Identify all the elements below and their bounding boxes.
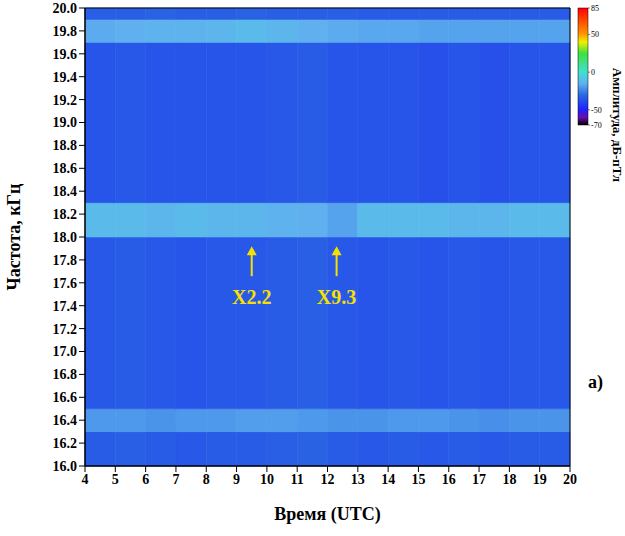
svg-text:15: 15: [411, 472, 425, 487]
svg-text:17.2: 17.2: [53, 322, 78, 337]
svg-text:17.0: 17.0: [53, 344, 78, 359]
svg-text:20.0: 20.0: [53, 1, 78, 16]
svg-text:7: 7: [172, 472, 179, 487]
svg-text:16.2: 16.2: [53, 436, 78, 451]
svg-text:Частота, кГц: Частота, кГц: [4, 183, 24, 290]
svg-text:10: 10: [260, 472, 274, 487]
svg-text:17.6: 17.6: [53, 276, 78, 291]
svg-text:13: 13: [351, 472, 365, 487]
svg-text:17: 17: [472, 472, 486, 487]
svg-text:18.0: 18.0: [53, 230, 78, 245]
svg-text:18.6: 18.6: [53, 161, 78, 176]
svg-text:Амплитуда, дБ-пТл: Амплитуда, дБ-пТл: [610, 68, 625, 182]
svg-text:8: 8: [203, 472, 210, 487]
svg-text:19.0: 19.0: [53, 115, 78, 130]
svg-text:a): a): [588, 372, 603, 393]
svg-text:12: 12: [321, 472, 335, 487]
svg-text:4: 4: [82, 472, 89, 487]
svg-text:Время (UTC): Время (UTC): [274, 504, 381, 525]
svg-text:16.6: 16.6: [53, 390, 78, 405]
svg-text:17.8: 17.8: [53, 253, 78, 268]
svg-text:18.2: 18.2: [53, 207, 78, 222]
svg-text:20: 20: [563, 472, 577, 487]
svg-text:19.6: 19.6: [53, 47, 78, 62]
svg-text:X2.2: X2.2: [232, 286, 271, 308]
svg-text:5: 5: [112, 472, 119, 487]
svg-text:9: 9: [233, 472, 240, 487]
svg-text:-70: -70: [591, 121, 602, 130]
svg-text:6: 6: [142, 472, 149, 487]
svg-text:X9.3: X9.3: [317, 286, 356, 308]
svg-text:19.2: 19.2: [53, 93, 78, 108]
svg-text:18.4: 18.4: [53, 184, 78, 199]
svg-text:0: 0: [591, 68, 595, 77]
svg-text:16: 16: [442, 472, 456, 487]
svg-text:19.4: 19.4: [53, 70, 78, 85]
svg-text:18.8: 18.8: [53, 138, 78, 153]
svg-text:18: 18: [502, 472, 516, 487]
svg-text:-50: -50: [591, 106, 602, 115]
svg-text:16.8: 16.8: [53, 367, 78, 382]
svg-text:19.8: 19.8: [53, 24, 78, 39]
svg-text:14: 14: [381, 472, 395, 487]
svg-text:19: 19: [533, 472, 547, 487]
svg-text:16.0: 16.0: [53, 459, 78, 474]
svg-text:85: 85: [591, 4, 599, 13]
svg-text:11: 11: [291, 472, 304, 487]
svg-text:16.4: 16.4: [53, 413, 78, 428]
svg-text:50: 50: [591, 30, 599, 39]
svg-text:17.4: 17.4: [53, 299, 78, 314]
